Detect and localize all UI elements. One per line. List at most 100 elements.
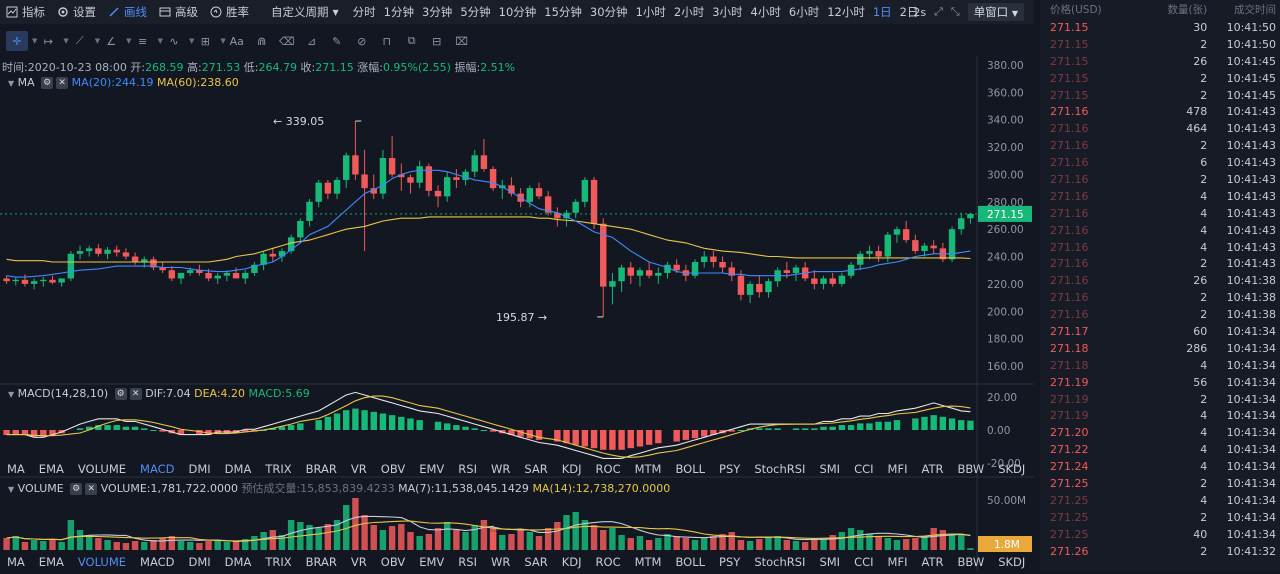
indicator-tab-vr[interactable]: VR bbox=[350, 462, 367, 476]
indicator-tab-kdj[interactable]: KDJ bbox=[561, 555, 582, 569]
indicator-tab-ema[interactable]: EMA bbox=[38, 555, 64, 569]
caret-down-icon[interactable]: ▼ bbox=[188, 37, 195, 45]
indicator-tab-mfi[interactable]: MFI bbox=[887, 462, 908, 476]
refresh-rate[interactable]: 2s bbox=[913, 5, 927, 19]
crosshair-tool[interactable]: ✛ bbox=[6, 31, 28, 51]
window-mode-dropdown[interactable]: 单窗口 ▼ bbox=[967, 3, 1024, 21]
wave-tool[interactable]: ∿ bbox=[163, 31, 185, 51]
indicator-tab-bbw[interactable]: BBW bbox=[957, 555, 985, 569]
indicator-tab-rsi[interactable]: RSI bbox=[458, 462, 477, 476]
indicator-tab-dmi[interactable]: DMI bbox=[188, 555, 211, 569]
copy-tool[interactable]: ⧉ bbox=[401, 31, 423, 51]
indicator-tab-wr[interactable]: WR bbox=[490, 555, 511, 569]
indicator-tab-wr[interactable]: WR bbox=[490, 462, 511, 476]
trend-line-tool[interactable]: ⟋ bbox=[69, 31, 91, 51]
indicator-tab-trix[interactable]: TRIX bbox=[265, 462, 292, 476]
interval-0[interactable]: 分时 bbox=[352, 5, 376, 19]
pencil-tool[interactable]: ✎ bbox=[326, 31, 348, 51]
indicator-tab-ma[interactable]: MA bbox=[7, 555, 25, 569]
indicator-tab-ma[interactable]: MA bbox=[7, 462, 25, 476]
indicator-tab-macd[interactable]: MACD bbox=[140, 555, 175, 569]
drawing-button[interactable]: 画线 bbox=[102, 0, 153, 24]
interval-13[interactable]: 1日 bbox=[872, 5, 892, 19]
indicator-tab-dmi[interactable]: DMI bbox=[188, 462, 211, 476]
indicator-tab-vr[interactable]: VR bbox=[350, 555, 367, 569]
angle-tool[interactable]: ∠ bbox=[100, 31, 122, 51]
indicator-tab-brar[interactable]: BRAR bbox=[305, 555, 337, 569]
indicator-tab-cci[interactable]: CCI bbox=[854, 462, 874, 476]
indicator-tab-trix[interactable]: TRIX bbox=[265, 555, 292, 569]
caret-down-icon[interactable]: ▼ bbox=[32, 37, 38, 45]
indicator-tab-stochrsi[interactable]: StochRSI bbox=[754, 555, 806, 569]
caret-down-icon[interactable]: ▼ bbox=[63, 37, 69, 45]
indicator-tab-roc[interactable]: ROC bbox=[595, 555, 621, 569]
interval-12[interactable]: 12小时 bbox=[827, 5, 865, 19]
interval-3[interactable]: 5分钟 bbox=[460, 5, 491, 19]
hide-tool[interactable]: ⊟ bbox=[426, 31, 448, 51]
magnet-tool[interactable]: ⋒ bbox=[251, 31, 273, 51]
indicator-tab-obv[interactable]: OBV bbox=[380, 462, 406, 476]
macd-close-icon[interactable]: ✕ bbox=[129, 388, 142, 400]
indicator-tab-ema[interactable]: EMA bbox=[38, 462, 64, 476]
indicator-tab-macd[interactable]: MACD bbox=[140, 462, 175, 476]
indicator-tab-rsi[interactable]: RSI bbox=[458, 555, 477, 569]
ma-settings-icon[interactable]: ⚙ bbox=[41, 77, 54, 89]
text-tool[interactable]: Aa bbox=[226, 31, 248, 51]
caret-down-icon[interactable]: ▼ bbox=[94, 37, 101, 45]
chart-area[interactable]: 380.00 360.00 340.00 320.00 300.00 280.00 260.… bbox=[0, 56, 1135, 571]
indicator-tab-kdj[interactable]: KDJ bbox=[561, 462, 582, 476]
indicator-tab-bbw[interactable]: BBW bbox=[957, 462, 985, 476]
interval-9[interactable]: 3小时 bbox=[712, 5, 743, 19]
ma-close-icon[interactable]: ✕ bbox=[56, 77, 69, 89]
indicator-tab-skdj[interactable]: SKDJ bbox=[998, 462, 1026, 476]
lock-tool[interactable]: ⊓ bbox=[376, 31, 398, 51]
indicator-tab-psy[interactable]: PSY bbox=[719, 555, 741, 569]
settings-button[interactable]: 设置 bbox=[51, 0, 102, 24]
indicator-tab-atr[interactable]: ATR bbox=[921, 555, 944, 569]
indicator-tab-boll[interactable]: BOLL bbox=[675, 555, 706, 569]
interval-1[interactable]: 1分钟 bbox=[383, 5, 414, 19]
custom-period-dropdown[interactable]: 自定义周期 ▼ bbox=[265, 0, 345, 24]
indicator-tab-obv[interactable]: OBV bbox=[380, 555, 406, 569]
indicator-tab-boll[interactable]: BOLL bbox=[675, 462, 706, 476]
interval-7[interactable]: 1小时 bbox=[635, 5, 666, 19]
indicator-tab-smi[interactable]: SMI bbox=[819, 462, 841, 476]
indicator-tab-cci[interactable]: CCI bbox=[854, 555, 874, 569]
indicator-tab-mfi[interactable]: MFI bbox=[887, 555, 908, 569]
indicator-tab-psy[interactable]: PSY bbox=[719, 462, 741, 476]
indicator-tab-volume[interactable]: VOLUME bbox=[77, 555, 127, 569]
advanced-button[interactable]: 高级 bbox=[153, 0, 204, 24]
interval-2[interactable]: 3分钟 bbox=[421, 5, 453, 19]
collapse-icon[interactable]: ▼ bbox=[8, 79, 15, 88]
interval-11[interactable]: 6小时 bbox=[788, 5, 820, 19]
volume-settings-icon[interactable]: ⚙ bbox=[70, 483, 83, 495]
indicator-tab-stochrsi[interactable]: StochRSI bbox=[754, 462, 806, 476]
measure-tool[interactable]: ⊞ bbox=[194, 31, 216, 51]
fullscreen-icon[interactable]: ⤢ bbox=[934, 5, 943, 18]
visibility-tool[interactable]: ⊘ bbox=[351, 31, 373, 51]
channel-tool[interactable]: ≡ bbox=[132, 31, 154, 51]
collapse-icon[interactable]: ▼ bbox=[8, 485, 15, 494]
indicator-tab-brar[interactable]: BRAR bbox=[305, 462, 337, 476]
indicator-tab-emv[interactable]: EMV bbox=[419, 555, 445, 569]
eraser-tool[interactable]: ⌫ bbox=[276, 31, 298, 51]
indicator-tab-dma[interactable]: DMA bbox=[224, 555, 252, 569]
collapse-icon[interactable]: ▼ bbox=[8, 390, 15, 399]
indicator-tab-smi[interactable]: SMI bbox=[819, 555, 841, 569]
indicator-tab-sar[interactable]: SAR bbox=[524, 555, 548, 569]
winrate-button[interactable]: 胜率 bbox=[204, 0, 255, 24]
indicator-tab-dma[interactable]: DMA bbox=[224, 462, 252, 476]
interval-14[interactable]: 2日 bbox=[899, 5, 919, 19]
interval-6[interactable]: 30分钟 bbox=[589, 5, 628, 19]
caret-down-icon[interactable]: ▼ bbox=[126, 37, 132, 45]
horizontal-ray-tool[interactable]: ↦ bbox=[37, 31, 59, 51]
delete-tool[interactable]: ⌧ bbox=[451, 31, 473, 51]
interval-4[interactable]: 10分钟 bbox=[498, 5, 537, 19]
indicator-button[interactable]: 指标 bbox=[0, 0, 51, 24]
indicator-tab-mtm[interactable]: MTM bbox=[634, 555, 662, 569]
indicator-tab-sar[interactable]: SAR bbox=[524, 462, 548, 476]
macd-settings-icon[interactable]: ⚙ bbox=[114, 388, 127, 400]
caret-down-icon[interactable]: ▼ bbox=[220, 37, 226, 45]
caret-down-icon[interactable]: ▼ bbox=[157, 37, 163, 45]
interval-8[interactable]: 2小时 bbox=[673, 5, 705, 19]
